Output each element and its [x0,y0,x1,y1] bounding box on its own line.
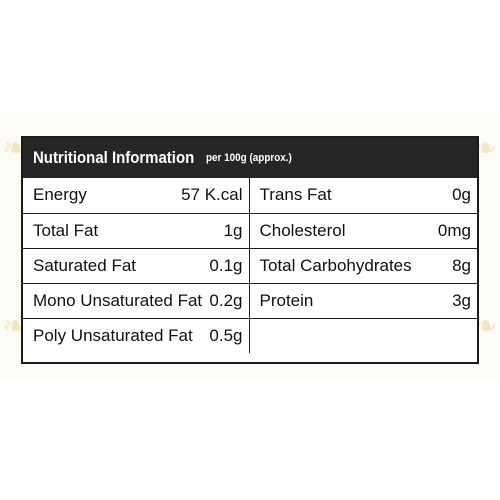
table-row: Total Fat 1g Cholesterol 0mg [23,212,477,249]
nutrient-value: 1g [223,220,243,240]
nutrient-label: Energy [33,185,87,205]
nutrient-label: Poly Unsaturated Fat [33,325,193,345]
nutrient-cell: Poly Unsaturated Fat 0.5g [23,317,250,353]
nutrient-label: Trans Fat [259,185,332,205]
nutrient-cell: Cholesterol 0mg [248,212,477,249]
nutrition-header: Nutritional Information per 100g (approx… [23,138,477,178]
nutrient-value: 8g [452,255,471,275]
nutrient-cell: Saturated Fat 0.1g [23,247,250,284]
nutrient-label: Total Carbohydrates [259,255,412,275]
nutrition-title: Nutritional Information [33,148,195,167]
nutrient-label: Saturated Fat [33,255,137,275]
nutrient-label: Protein [259,290,314,310]
nutrient-cell: Total Fat 1g [23,212,250,249]
nutrient-value: 0.5g [209,325,243,345]
nutrient-value: 0g [452,185,471,205]
nutrient-cell: Mono Unsaturated Fat 0.2g [23,282,250,319]
table-row: Saturated Fat 0.1g Total Carbohydrates 8g [23,247,477,284]
nutrient-value: 3g [452,290,471,310]
nutrient-value: 0.1g [209,255,243,275]
nutrient-cell: Protein 3g [248,282,477,319]
table-row: Mono Unsaturated Fat 0.2g Protein 3g [23,282,477,319]
nutrient-cell: Total Carbohydrates 8g [248,247,477,284]
nutrient-value: 57 K.cal [181,185,243,205]
nutrition-table: Energy 57 K.cal Trans Fat 0g Total Fat 1g Chol… [23,178,477,353]
table-row: Energy 57 K.cal Trans Fat 0g [23,178,477,214]
nutrient-label: Cholesterol [259,220,346,240]
nutrient-cell: Trans Fat 0g [248,178,477,214]
nutrition-serving-note: per 100g (approx.) [206,152,293,164]
nutrient-value: 0mg [437,220,471,240]
nutrient-cell [248,317,477,353]
nutrition-panel: Nutritional Information per 100g (approx… [21,136,479,364]
nutrient-cell: Energy 57 K.cal [23,178,250,214]
table-row: Poly Unsaturated Fat 0.5g [23,317,477,353]
nutrient-value: 0.2g [209,290,243,310]
nutrient-label: Mono Unsaturated Fat [33,290,203,310]
nutrient-label: Total Fat [33,220,99,240]
